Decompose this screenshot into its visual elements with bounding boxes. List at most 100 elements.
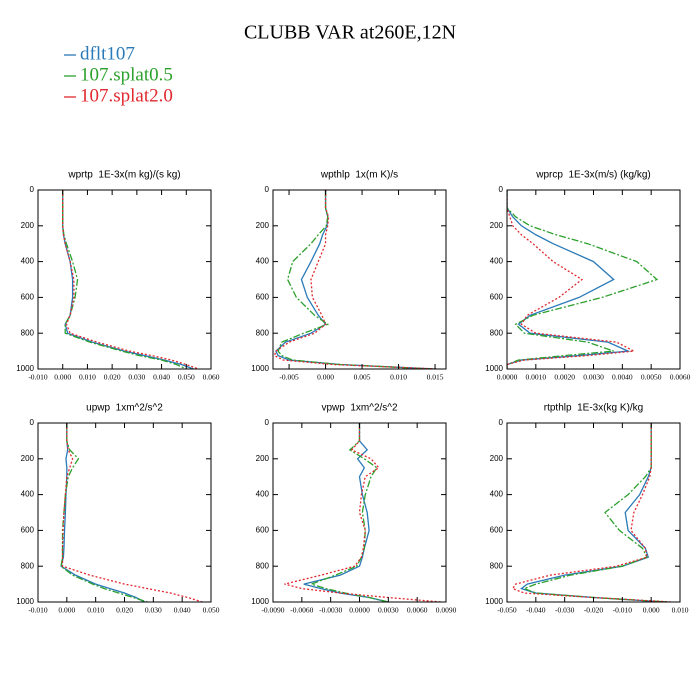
y-tick-label: 1000 <box>16 597 34 606</box>
y-tick-label: 800 <box>21 328 35 337</box>
y-tick-label: 1000 <box>16 364 34 373</box>
x-tick-label: 0.010 <box>79 373 96 382</box>
x-tick-label: 0.0030 <box>583 373 604 382</box>
series-line <box>273 190 439 369</box>
y-tick-label: 400 <box>490 490 504 499</box>
y-tick-label: 0 <box>499 418 504 427</box>
series-line <box>275 190 436 369</box>
x-tick-label: 0.0000 <box>497 373 518 382</box>
series-line <box>507 190 637 369</box>
series-line <box>60 423 145 602</box>
y-tick-label: 0 <box>499 185 504 194</box>
series-line <box>309 423 389 602</box>
legend-label: 107.splat2.0 <box>80 85 173 106</box>
plot-frame <box>272 189 447 370</box>
x-tick-label: -0.030 <box>555 606 575 615</box>
series-line <box>520 423 666 602</box>
y-tick-label: 400 <box>256 490 270 499</box>
y-tick-label: 400 <box>256 257 270 266</box>
series-line <box>522 423 669 602</box>
y-tick-label: 1000 <box>485 364 503 373</box>
plot-frame <box>506 189 681 370</box>
y-tick-label: 600 <box>21 526 35 535</box>
y-tick-label: 0 <box>265 418 270 427</box>
x-tick-label: 0.0060 <box>670 373 691 382</box>
series-line <box>507 190 659 369</box>
x-tick-label: -0.010 <box>28 373 48 382</box>
x-tick-label: -0.040 <box>526 606 546 615</box>
y-tick-label: 1000 <box>251 364 269 373</box>
y-tick-label: 800 <box>490 328 504 337</box>
x-tick-label: -0.020 <box>584 606 604 615</box>
x-tick-label: 0.0020 <box>554 373 575 382</box>
x-tick-label: 0.030 <box>128 373 145 382</box>
legend-label: dflt107 <box>80 43 135 64</box>
y-tick-label: 200 <box>21 454 35 463</box>
series-line <box>511 423 672 602</box>
y-tick-label: 800 <box>256 561 270 570</box>
figure-title: CLUBB VAR at260E,12N <box>244 22 456 44</box>
y-tick-label: 1000 <box>251 597 269 606</box>
x-tick-label: -0.0030 <box>319 606 342 615</box>
y-tick-label: 600 <box>21 293 35 302</box>
x-tick-label: 0.010 <box>672 606 689 615</box>
panel: wprtp 1E-3x(m kg)/(s kg) 0 200 400 600 800 100… <box>16 170 219 382</box>
panel-title: upwp 1xm^2/s^2 <box>86 403 163 414</box>
series-line <box>284 423 442 602</box>
y-tick-label: 0 <box>30 185 35 194</box>
x-tick-label: 0.0030 <box>378 606 399 615</box>
x-tick-label: 0.0000 <box>349 606 370 615</box>
series-line <box>62 190 199 369</box>
x-tick-label: 0.000 <box>643 606 660 615</box>
panel: upwp 1xm^2/s^2 0 200 400 600 800 1000-0.010 0.0… <box>16 403 219 615</box>
y-tick-label: 200 <box>256 454 270 463</box>
series-line <box>303 423 389 602</box>
y-tick-label: 200 <box>21 221 35 230</box>
plot-frame <box>272 422 447 603</box>
panel-title: rtpthlp 1E-3x(kg K)/kg <box>544 403 643 414</box>
series-line <box>62 190 194 369</box>
y-tick-label: 600 <box>256 526 270 535</box>
x-tick-label: -0.050 <box>497 606 517 615</box>
x-tick-label: 0.000 <box>54 373 71 382</box>
x-tick-label: 0.020 <box>104 373 121 382</box>
y-tick-label: 0 <box>265 185 270 194</box>
series-line <box>61 423 203 602</box>
x-tick-label: 0.050 <box>178 373 195 382</box>
y-tick-label: 0 <box>30 418 35 427</box>
series-line <box>62 190 187 369</box>
x-tick-label: 0.0050 <box>641 373 662 382</box>
y-tick-label: 400 <box>490 257 504 266</box>
x-tick-label: -0.005 <box>279 373 299 382</box>
x-tick-label: 0.000 <box>317 373 334 382</box>
y-tick-label: 200 <box>490 454 504 463</box>
x-tick-label: 0.010 <box>390 373 407 382</box>
x-tick-label: 0.0090 <box>436 606 457 615</box>
x-tick-label: -0.0090 <box>261 606 284 615</box>
x-tick-label: 0.010 <box>87 606 104 615</box>
panel: wpthlp 1x(m K)/s 0 200 400 600 800 1000 -0.005 0… <box>251 170 447 382</box>
panel: vpwp 1xm^2/s^2 0 200 400 600 800 1000-0.0090 -0… <box>251 403 456 615</box>
x-tick-label: 0.000 <box>58 606 75 615</box>
plot-frame <box>37 189 212 370</box>
plot-frame <box>506 422 681 603</box>
x-tick-label: 0.050 <box>203 606 220 615</box>
legend-label: 107.splat0.5 <box>80 64 173 85</box>
series-line <box>507 190 631 369</box>
y-tick-label: 200 <box>490 221 504 230</box>
panel-title: wpthlp 1x(m K)/s <box>320 170 398 181</box>
x-tick-label: 0.0010 <box>526 373 547 382</box>
y-tick-label: 400 <box>21 490 35 499</box>
y-tick-label: 600 <box>256 293 270 302</box>
x-tick-label: 0.030 <box>145 606 162 615</box>
x-tick-label: 0.020 <box>116 606 133 615</box>
series-line <box>60 423 148 602</box>
panel-title: wprtp 1E-3x(m kg)/(s kg) <box>67 170 180 181</box>
x-tick-label: 0.040 <box>153 373 170 382</box>
panel-title: vpwp 1xm^2/s^2 <box>321 403 398 414</box>
x-tick-label: 0.0060 <box>407 606 428 615</box>
x-tick-label: 0.060 <box>203 373 220 382</box>
series-line <box>277 190 432 369</box>
x-tick-label: 0.0040 <box>612 373 633 382</box>
y-tick-label: 600 <box>490 526 504 535</box>
